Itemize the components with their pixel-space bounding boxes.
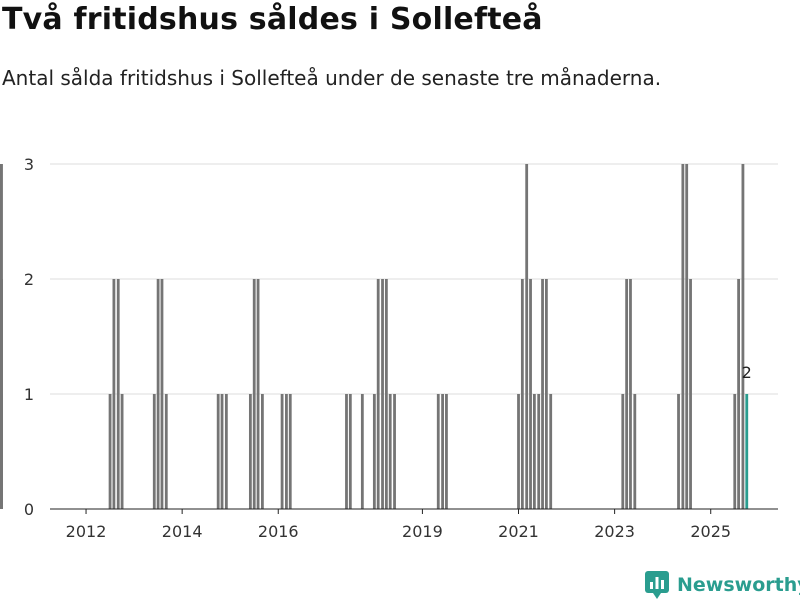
bar[interactable] [541,279,544,509]
bars [0,164,749,509]
x-tick-label-2016: 2016 [258,522,299,541]
bar[interactable] [288,394,292,509]
bar[interactable] [689,279,692,509]
bar[interactable] [152,394,156,509]
chart-title: Två fritidshus såldes i Sollefteå [2,2,543,37]
bar[interactable] [633,394,637,509]
y-tick-label-1: 1 [24,385,34,404]
bar[interactable] [360,394,364,509]
bar[interactable] [216,394,220,509]
x-axis: 2012 2014 2016 2019 2021 2023 2025 [50,508,778,541]
newsworthy-logo-icon [645,571,669,599]
bar[interactable] [248,394,252,509]
bar[interactable] [445,394,448,509]
bar[interactable] [525,164,529,509]
bar[interactable] [252,279,256,509]
bar[interactable] [544,279,548,509]
bar[interactable] [280,394,284,509]
bar[interactable] [741,164,745,509]
bar[interactable] [745,394,749,509]
bar[interactable] [160,279,164,509]
bar-annotation-label: 2 [742,363,752,382]
bar[interactable] [517,394,520,509]
bar[interactable] [532,394,536,509]
bar[interactable] [120,394,124,509]
y-axis-labels: 0 1 2 3 [24,155,34,519]
y-tick-label-0: 0 [24,500,34,519]
bar[interactable] [685,164,689,509]
bar[interactable] [164,394,168,509]
bar[interactable] [0,279,3,509]
y-tick-label-3: 3 [24,155,34,174]
bar[interactable] [629,279,632,509]
bar[interactable] [220,394,224,509]
bar[interactable] [116,279,120,509]
newsworthy-logo-text: Newsworthy [677,574,800,596]
gridlines [50,163,778,395]
chart-subtitle: Antal sålda fritidshus i Sollefteå under… [2,66,662,90]
bar[interactable] [112,279,116,509]
bar[interactable] [256,279,260,509]
bar[interactable] [156,279,160,509]
x-tick-label-2025: 2025 [690,522,731,541]
newsworthy-logo[interactable]: Newsworthy [645,570,800,600]
bar[interactable] [520,279,524,509]
bar[interactable] [737,279,740,509]
bar[interactable] [260,394,264,509]
bar[interactable] [376,279,380,509]
x-tick-label-2019: 2019 [402,522,443,541]
bar[interactable] [384,279,388,509]
y-tick-label-2: 2 [24,270,34,289]
bar[interactable] [388,394,392,509]
bar[interactable] [733,394,737,509]
bar[interactable] [372,394,376,509]
bar[interactable] [625,279,629,509]
bar[interactable] [677,394,680,509]
annotations: 2 [742,363,752,382]
bar[interactable] [393,394,396,509]
x-tick-label-2012: 2012 [66,522,107,541]
x-tick-label-2021: 2021 [498,522,539,541]
x-tick-label-2014: 2014 [162,522,203,541]
bar[interactable] [285,394,288,509]
bar[interactable] [537,394,541,509]
bar[interactable] [348,394,352,509]
bar[interactable] [529,279,532,509]
bar[interactable] [441,394,444,509]
x-tick-label-2023: 2023 [594,522,635,541]
bar[interactable] [345,394,348,509]
bar[interactable] [381,279,384,509]
bar[interactable] [621,394,625,509]
bar[interactable] [549,394,553,509]
bar[interactable] [681,164,685,509]
bar[interactable] [224,394,228,509]
bar[interactable] [108,394,112,509]
bar[interactable] [436,394,440,509]
